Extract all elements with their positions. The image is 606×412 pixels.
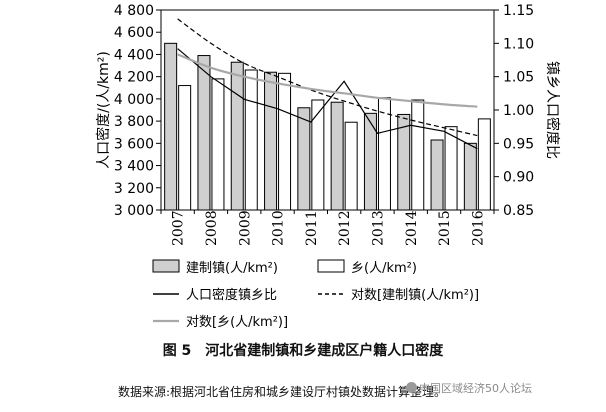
y-tick-label: 3 400 <box>114 159 154 175</box>
bar <box>311 99 325 211</box>
bar <box>211 78 225 211</box>
bar <box>430 139 444 211</box>
y2-tick-label: 1.05 <box>503 70 534 86</box>
bar <box>230 61 244 211</box>
bar <box>178 85 192 211</box>
bar <box>244 69 258 211</box>
y2-tick-label: 0.90 <box>503 170 534 186</box>
y-axis-label: 人口密度/(人/km²) <box>95 51 112 169</box>
watermark-text: 中国区域经济50人论坛 <box>419 382 532 395</box>
legend-label: 对数[乡(人/km²)] <box>186 315 288 330</box>
bar <box>264 71 278 211</box>
bar <box>397 113 411 211</box>
legend: 建制镇(人/km²) 乡(人/km²) 人口密度镇乡比 对数[建制镇(人/km²)] 对… <box>152 259 479 330</box>
x-tick-label: 2007 <box>171 210 187 246</box>
x-tick-label: 2014 <box>404 210 420 246</box>
legend-swatch <box>317 259 345 273</box>
y-tick-label: 4 000 <box>114 92 154 108</box>
y2-tick-label: 0.85 <box>503 203 534 219</box>
y-tick-label: 3 600 <box>114 136 154 152</box>
y-tick-label: 4 800 <box>114 3 154 19</box>
y2-tick-label: 0.95 <box>503 136 534 152</box>
bars-layer <box>164 42 491 211</box>
bar <box>297 107 311 211</box>
x-tick-label: 2011 <box>304 210 320 246</box>
legend-label: 建制镇(人/km²) <box>186 261 278 276</box>
bar <box>477 118 491 211</box>
bar <box>164 42 178 211</box>
y2-tick-label: 1.00 <box>503 103 534 119</box>
y2-axis-label: 镇乡人口密度比 <box>544 61 561 159</box>
bar <box>278 72 292 211</box>
legend-label: 人口密度镇乡比 <box>186 287 277 303</box>
bar <box>197 55 211 211</box>
y2-tick-label: 1.15 <box>503 3 534 19</box>
x-tick-label: 2013 <box>370 210 386 246</box>
bar <box>463 142 477 211</box>
x-tick-label: 2009 <box>237 210 253 246</box>
series-line <box>177 53 478 108</box>
y-tick-label: 3 200 <box>114 181 154 197</box>
bar <box>444 126 458 211</box>
y-tick-label: 3 800 <box>114 114 154 130</box>
y-tick-label: 4 600 <box>114 25 154 41</box>
x-tick-label: 2010 <box>271 210 287 246</box>
y-tick-label: 4 400 <box>114 47 154 63</box>
bar <box>363 112 377 211</box>
legend-label: 对数[建制镇(人/km²)] <box>351 288 479 303</box>
x-tick-label: 2015 <box>437 210 453 246</box>
legend-swatch <box>152 259 180 273</box>
plot-frame <box>160 9 495 211</box>
axes-layer: 3 000 3 200 3 400 3 600 3 800 4 000 4 200 4 400… <box>114 3 534 246</box>
chat-icon <box>406 382 417 393</box>
series-line <box>177 48 478 150</box>
lines-layer <box>177 18 478 150</box>
figure-caption: 图 5 河北省建制镇和乡建成区户籍人口密度 <box>162 343 444 359</box>
x-tick-label: 2008 <box>204 210 220 246</box>
y-tick-label: 3 000 <box>114 203 154 219</box>
x-tick-label: 2012 <box>337 210 353 246</box>
x-tick-label: 2016 <box>470 210 486 246</box>
legend-label: 乡(人/km²) <box>351 261 417 276</box>
bar <box>330 101 344 211</box>
y2-tick-label: 1.10 <box>503 36 534 52</box>
y-tick-label: 4 200 <box>114 70 154 86</box>
watermark: 中国区域经济50人论坛 <box>406 380 532 396</box>
bar <box>411 99 425 211</box>
source-note: 数据来源:根据河北省住房和城乡建设厅村镇处数据计算整理。 <box>118 385 447 399</box>
series-line <box>177 18 478 137</box>
bar <box>344 121 358 211</box>
